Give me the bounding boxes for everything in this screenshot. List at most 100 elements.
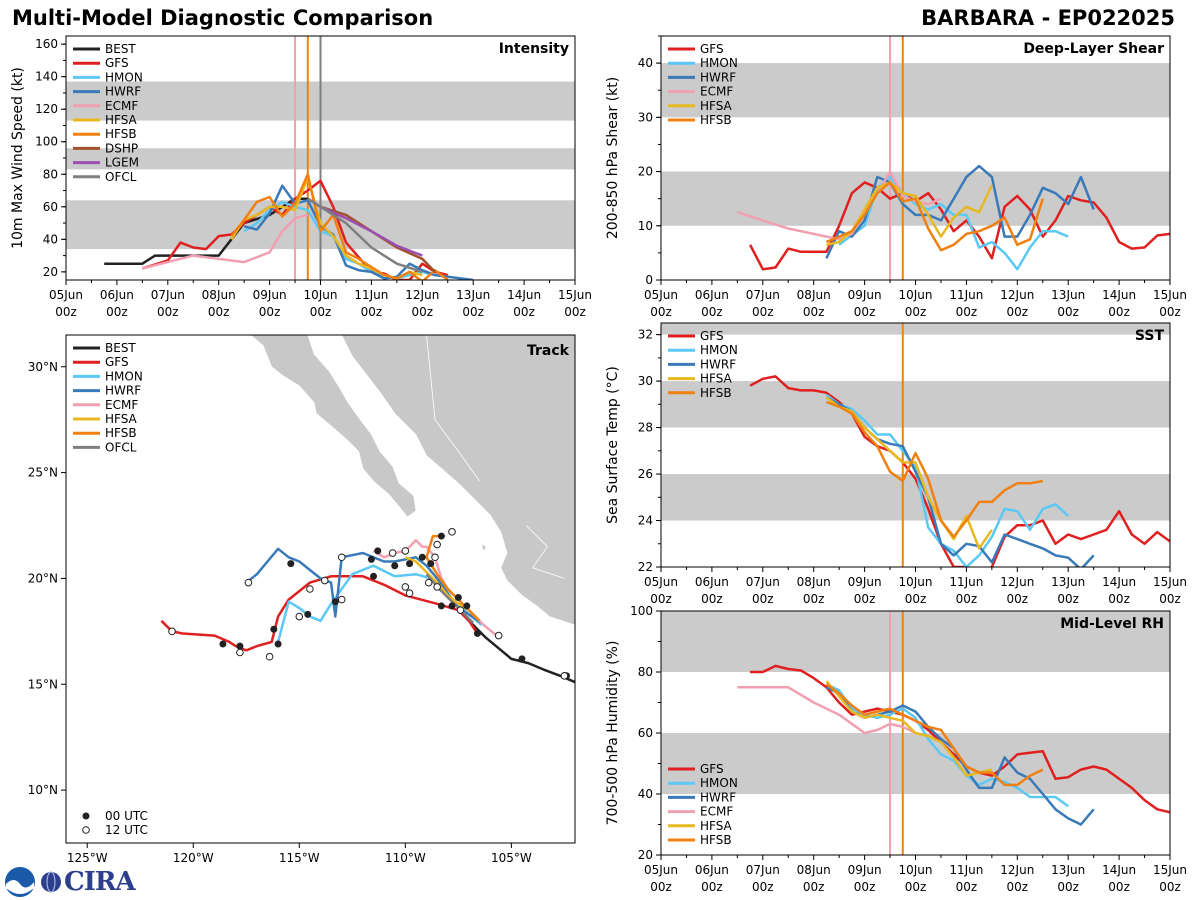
track-ytick-label: 30°N (28, 360, 58, 374)
intensity-xtick-label-hour: 00z (157, 305, 179, 319)
shear-xtick-label: 10Jun (898, 288, 932, 302)
intensity-ytick-label: 60 (43, 200, 58, 214)
track-marker-00utc (331, 598, 339, 606)
sst-xtick-label-hour: 00z (1007, 592, 1029, 606)
shear-xtick-label: 12Jun (1000, 288, 1034, 302)
sst-xtick-label: 05Jun (644, 575, 678, 589)
intensity-xtick-label: 05Jun (49, 288, 83, 302)
shear-band-1 (661, 63, 1170, 118)
sst-band-2 (661, 323, 1170, 335)
track-ytick-label: 15°N (28, 677, 58, 691)
sst-ylabel: Sea Surface Temp (°C) (605, 366, 621, 524)
track-marker-00utc (418, 553, 426, 561)
rh-xtick-label-hour: 00z (905, 880, 927, 894)
sst-xtick-label: 11Jun (949, 575, 983, 589)
track-marker-12utc (456, 606, 465, 614)
shear-xtick-label: 07Jun (746, 288, 780, 302)
intensity-xtick-label: 09Jun (253, 288, 287, 302)
intensity-chart: 20 40 60 80 100 120 140 160 05Jun 00z 06Jun 00z 07Ju… (10, 35, 592, 319)
shear-legend-label-hfsb: HFSB (700, 113, 732, 127)
track-marker-12utc (337, 553, 346, 562)
rh-xtick-label-hour: 00z (650, 880, 672, 894)
intensity-legend-label-lgem: LGEM (105, 156, 139, 170)
sst-xtick-label: 08Jun (797, 575, 831, 589)
track-legend-label-00utc: 00 UTC (105, 809, 148, 823)
shear-xtick-label-hour: 00z (1108, 305, 1130, 319)
track-marker-00utc (304, 610, 312, 618)
sst-series-group (749, 375, 1170, 567)
land-baja-california (250, 335, 417, 518)
track-marker-12utc (337, 595, 346, 604)
track-title: Track (527, 343, 570, 359)
sst-series-hmon (825, 393, 1070, 567)
intensity-xtick-label: 07Jun (151, 288, 185, 302)
rh-legend-label-hwrf: HWRF (700, 790, 736, 804)
rh-xtick-label: 07Jun (746, 863, 780, 877)
rh-legend-label-hfsb: HFSB (700, 833, 732, 847)
state-border (525, 525, 565, 579)
shear-xtick-label-hour: 00z (1057, 305, 1079, 319)
shear-xtick-label-hour: 00z (1007, 305, 1029, 319)
track-marker-12utc (306, 585, 314, 593)
track-marker-12utc (265, 652, 274, 661)
shear-xtick-label-hour: 00z (650, 305, 672, 319)
track-ofcl (425, 573, 475, 624)
intensity-ytick-label: 80 (43, 167, 58, 181)
rh-xtick-label-hour: 00z (1057, 880, 1079, 894)
shear-xtick-label-hour: 00z (854, 305, 876, 319)
intensity-ytick-label: 40 (43, 232, 58, 246)
track-frame (65, 334, 576, 844)
shear-legend-label-hmon: HMON (700, 56, 738, 70)
intensity-legend-label-hmon: HMON (105, 70, 143, 84)
sst-frame (660, 322, 1171, 568)
sst-xtick-label: 10Jun (898, 575, 932, 589)
intensity-xtick-label: 06Jun (100, 288, 134, 302)
intensity-series-group (104, 173, 474, 280)
rh-xtick-label-hour: 00z (752, 880, 774, 894)
track-marker-00utc (370, 572, 378, 580)
sst-xtick-label: 15Jun (1153, 575, 1187, 589)
track-marker-00utc (391, 562, 399, 570)
intensity-legend-label-hwrf: HWRF (105, 85, 141, 99)
intensity-series-ofcl (307, 197, 423, 274)
shear-ytick-label: 0 (645, 273, 653, 287)
track-marker-12utc (424, 578, 433, 587)
track-legend-label-best: BEST (105, 341, 136, 355)
land-islas-marias (481, 544, 486, 551)
intensity-ytick-label: 140 (35, 70, 58, 84)
intensity-ytick-label: 20 (43, 265, 58, 279)
sst-series-gfs (749, 375, 1170, 567)
track-ytick-label: 25°N (28, 466, 58, 480)
intensity-xtick-label: 14Jun (507, 288, 541, 302)
track-xtick-label: 110°W (385, 851, 426, 865)
track-marker-12utc (405, 589, 414, 598)
sst-band-1 (661, 381, 1170, 428)
intensity-xtick-label-hour: 00z (564, 305, 586, 319)
rh-xtick-label: 10Jun (898, 863, 932, 877)
land-mainland-mexico (309, 335, 575, 626)
intensity-legend-label-hfsa: HFSA (105, 113, 138, 127)
shear-series-gfs (748, 181, 1170, 271)
sst-xtick-label: 07Jun (746, 575, 780, 589)
track-legend-label-hfsb: HFSB (105, 426, 137, 440)
track-marker-00utc (374, 547, 382, 555)
cira-logo-text: CIRA (64, 867, 136, 897)
shear-xtick-label-hour: 00z (956, 305, 978, 319)
track-marker-12utc (320, 576, 329, 585)
intensity-legend-label-gfs: GFS (105, 56, 129, 70)
rh-ytick-label: 20 (638, 848, 653, 862)
rh-legend-label-gfs: GFS (700, 762, 724, 776)
shear-xtick-label: 14Jun (1102, 288, 1136, 302)
rh-xtick-label: 12Jun (1000, 863, 1034, 877)
track-marker-12utc (401, 583, 410, 591)
track-marker-00utc (437, 602, 445, 610)
track-marker-00utc (437, 532, 445, 540)
rh-ylabel: 700-500 hPa Humidity (%) (605, 641, 621, 826)
shear-xtick-label: 15Jun (1153, 288, 1187, 302)
track-ytick-label: 20°N (28, 571, 58, 585)
sst-series-hfsa (825, 396, 993, 550)
rh-title: Mid-Level RH (1060, 616, 1164, 632)
intensity-xtick-label-hour: 00z (361, 305, 383, 319)
rh-series-group (737, 664, 1170, 826)
shear-xtick-label-hour: 00z (905, 305, 927, 319)
